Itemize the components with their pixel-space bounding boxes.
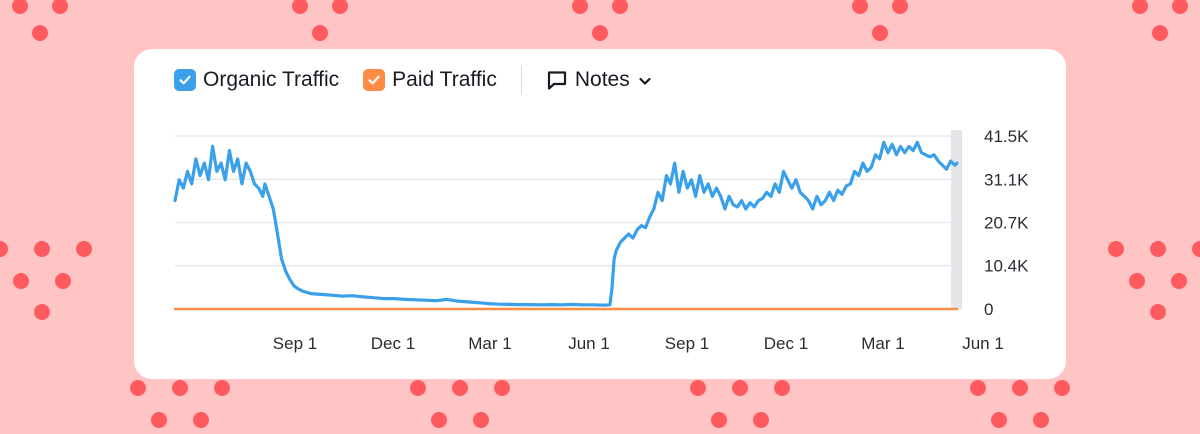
background-dot	[193, 412, 209, 428]
grid-lines	[175, 130, 962, 309]
background-dot	[732, 380, 748, 396]
notes-label: Notes	[574, 68, 630, 91]
background-dot	[1132, 0, 1148, 14]
traffic-line-chart: 41.5K 31.1K 20.7K 10.4K 0 Sep 1 Dec 1 Mar 1 Jun…	[173, 127, 1029, 353]
background-dot	[32, 25, 48, 41]
background-dot	[753, 412, 769, 428]
background-dot	[690, 380, 706, 396]
background-dot	[494, 380, 510, 396]
background-dot	[1172, 0, 1188, 14]
series-lines	[173, 140, 959, 311]
background-dot	[592, 25, 608, 41]
background-dot	[711, 412, 727, 428]
background-dot	[970, 380, 986, 396]
background-dot	[1012, 380, 1028, 396]
background-dot	[332, 0, 348, 14]
x-tick-label: Dec 1	[371, 334, 415, 353]
x-tick-label: Jun 1	[962, 334, 1004, 353]
chart-legend: Organic Traffic Paid Traffic Notes	[174, 65, 652, 95]
y-tick-label: 10.4K	[984, 257, 1029, 276]
background-dot	[774, 380, 790, 396]
organic-traffic-toggle[interactable]: Organic Traffic	[174, 68, 339, 92]
background-dot	[151, 412, 167, 428]
x-tick-label: Sep 1	[665, 334, 709, 353]
background-dot	[991, 412, 1007, 428]
background-dot	[12, 0, 28, 14]
background-dot	[0, 241, 8, 257]
paid-traffic-toggle[interactable]: Paid Traffic	[363, 68, 497, 92]
x-tick-label: Mar 1	[861, 334, 904, 353]
background-dot	[1152, 25, 1168, 41]
y-tick-label: 0	[984, 300, 993, 319]
x-tick-label: Sep 1	[273, 334, 317, 353]
background-dot	[1108, 241, 1124, 257]
current-period-marker	[951, 130, 961, 309]
organic-traffic-line	[173, 140, 959, 307]
check-icon[interactable]	[174, 69, 196, 91]
background-dot	[852, 0, 868, 14]
background-dot	[410, 380, 426, 396]
y-axis-labels: 41.5K 31.1K 20.7K 10.4K 0	[984, 127, 1029, 319]
background-dot	[214, 380, 230, 396]
traffic-chart-card: 41.5K 31.1K 20.7K 10.4K 0 Sep 1 Dec 1 Mar 1 Jun…	[134, 49, 1066, 379]
x-tick-label: Jun 1	[568, 334, 610, 353]
y-tick-label: 31.1K	[984, 170, 1029, 189]
x-axis-labels: Sep 1 Dec 1 Mar 1 Jun 1 Sep 1 Dec 1 Mar 1 Jun 1	[273, 334, 1004, 353]
background-dot	[34, 304, 50, 320]
background-dot	[52, 0, 68, 14]
paid-traffic-label: Paid Traffic	[392, 68, 497, 91]
background-dot	[1054, 380, 1070, 396]
background-dot	[172, 380, 188, 396]
notes-dropdown[interactable]: Notes	[546, 68, 652, 92]
y-tick-label: 20.7K	[984, 214, 1029, 233]
check-icon[interactable]	[363, 69, 386, 91]
background-dot	[612, 0, 628, 14]
background-dot	[572, 0, 588, 14]
background-dot	[34, 241, 50, 257]
background-dot	[76, 241, 92, 257]
y-tick-label: 41.5K	[984, 127, 1029, 146]
background-dot	[292, 0, 308, 14]
background-dot	[13, 273, 29, 289]
background-dot	[452, 380, 468, 396]
background-dot	[312, 25, 328, 41]
background-dot	[473, 412, 489, 428]
background-dot	[872, 25, 888, 41]
x-tick-label: Dec 1	[764, 334, 808, 353]
background-dot	[1192, 241, 1200, 257]
chevron-down-icon	[639, 77, 651, 85]
background-dot	[1129, 273, 1145, 289]
speech-bubble-icon	[547, 71, 566, 90]
background-dot	[431, 412, 447, 428]
background-dot	[1171, 273, 1187, 289]
legend-divider	[520, 65, 522, 95]
background-dot	[1150, 241, 1166, 257]
background-dot	[1150, 304, 1166, 320]
organic-traffic-label: Organic Traffic	[203, 68, 340, 91]
background-dot	[130, 380, 146, 396]
background-dot	[55, 273, 71, 289]
background-dot	[892, 0, 908, 14]
x-tick-label: Mar 1	[468, 334, 511, 353]
background-dot	[1033, 412, 1049, 428]
